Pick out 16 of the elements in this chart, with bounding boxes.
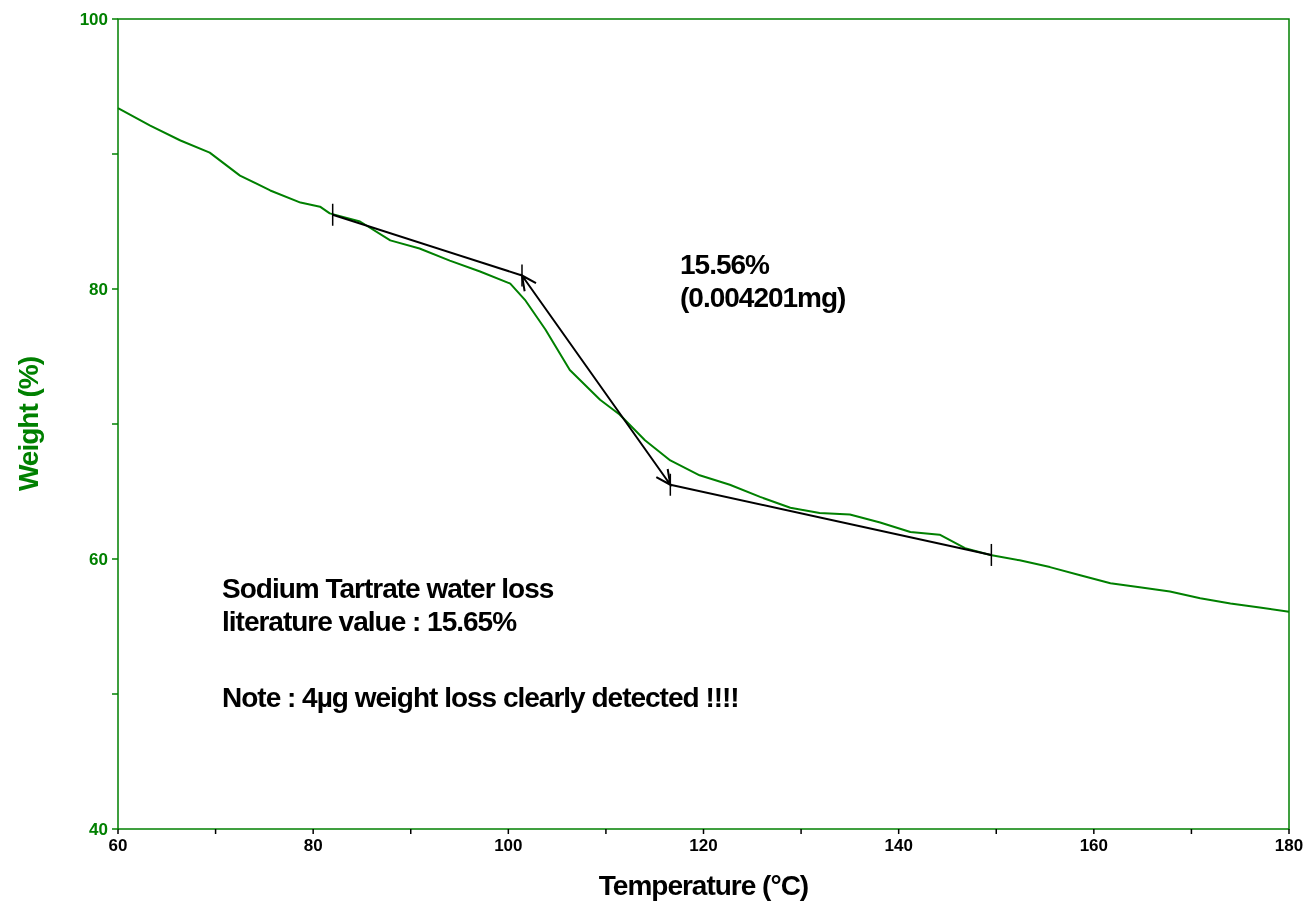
x-axis-title: Temperature (°C) (598, 870, 809, 901)
annotation: Sodium Tartrate water loss literature value : 15.65% (222, 573, 554, 637)
x-tick-label: 60 (108, 836, 128, 855)
y-tick-label: 40 (89, 820, 108, 839)
x-tick-label: 140 (884, 836, 913, 855)
annotation: Note : 4µg weight loss clearly detected !!!! (222, 682, 739, 713)
y-tick-label: 80 (89, 280, 108, 299)
annotation: 15.56% (0.004201mg) (680, 249, 846, 313)
y-tick-label: 60 (89, 550, 108, 569)
x-tick-label: 180 (1274, 836, 1304, 855)
x-tick-label: 160 (1079, 836, 1109, 855)
y-axis-title: Weight (%) (13, 356, 44, 492)
y-tick-label: 100 (79, 10, 108, 29)
x-tick-label: 100 (494, 836, 523, 855)
x-tick-label: 80 (303, 836, 323, 855)
x-tick-label: 120 (689, 836, 718, 855)
